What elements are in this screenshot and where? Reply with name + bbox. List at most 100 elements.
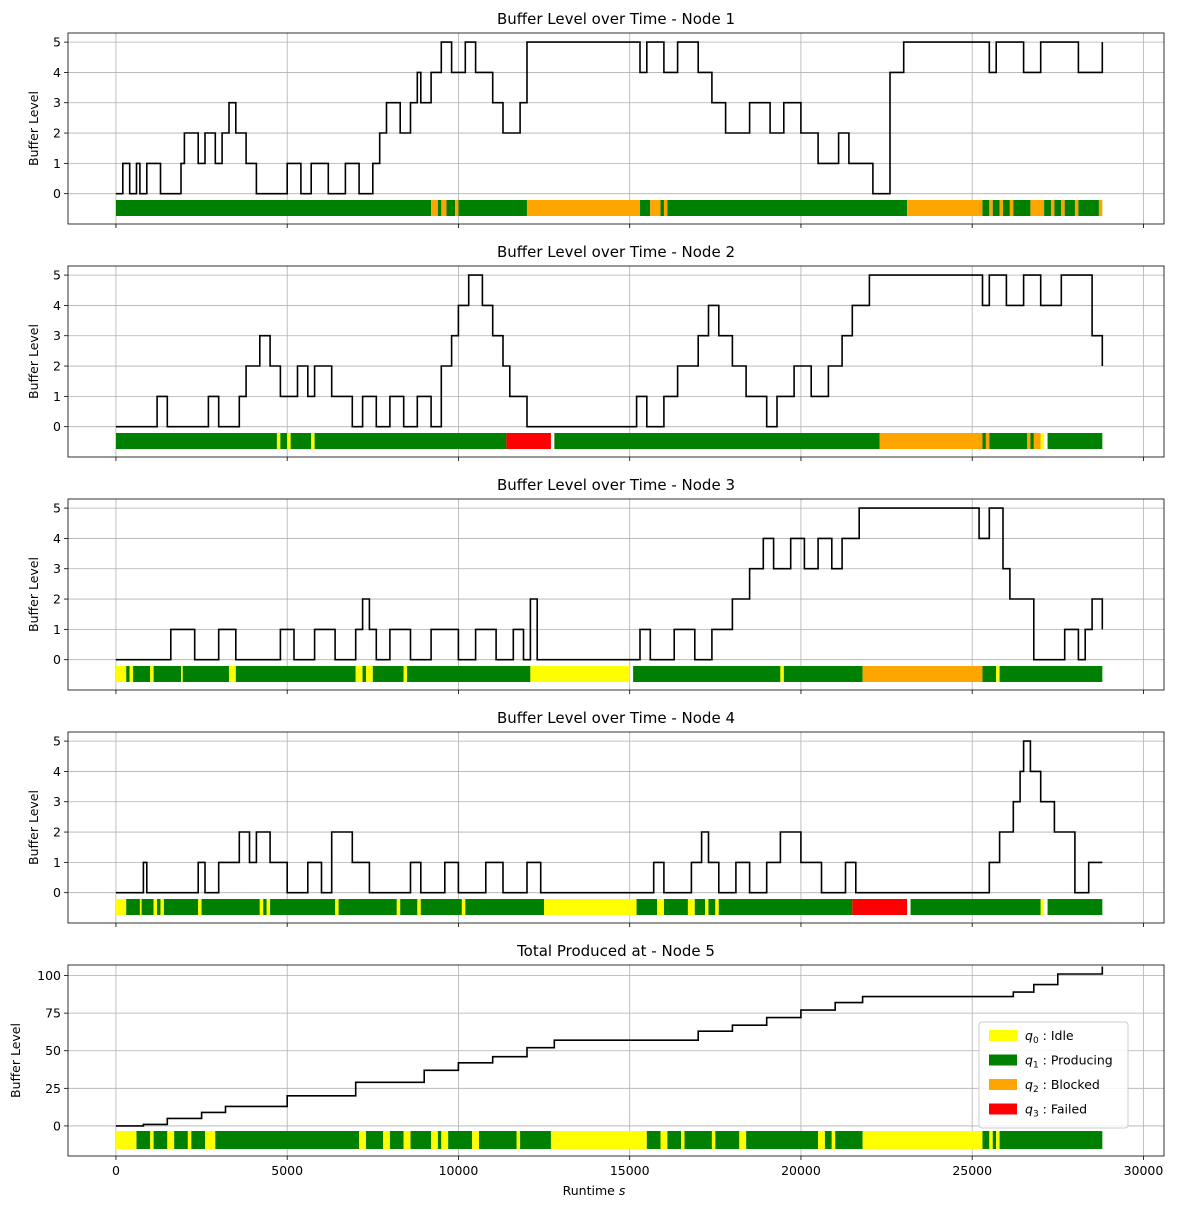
state-bar-q1 [1078, 200, 1099, 216]
state-bar-q0 [115, 899, 127, 915]
y-tick-label: 5 [53, 268, 61, 283]
state-bar-q1 [446, 200, 456, 216]
state-bar-q1 [479, 1131, 517, 1149]
state-bar-q0 [287, 433, 291, 449]
x-tick-label: 25000 [952, 1163, 992, 1178]
y-tick-label: 1 [53, 622, 61, 637]
state-bar-q1 [191, 1131, 205, 1149]
y-tick-label: 2 [53, 825, 61, 840]
state-bar-q1 [992, 1131, 997, 1149]
state-bar-q0 [266, 899, 271, 915]
y-tick-label: 4 [53, 298, 61, 313]
state-bar-q0 [228, 666, 236, 682]
state-bar-q1 [263, 899, 267, 915]
y-axis-label: Buffer Level [26, 790, 41, 865]
state-bar-q2 [985, 433, 990, 449]
subplot-node-4: 0 1 2 3 4 5 Buffer Level over Time - Node 4 Buf… [26, 709, 1165, 927]
y-tick-label: 25 [45, 1081, 61, 1096]
state-bar-q0 [472, 1131, 479, 1149]
y-axis-label: Buffer Level [8, 1023, 23, 1098]
state-bar-q1 [437, 200, 442, 216]
legend-box [978, 1021, 1129, 1129]
buffer-level-line [115, 507, 1104, 661]
y-tick-label: 0 [53, 885, 61, 900]
state-bar-q2 [1098, 200, 1103, 216]
state-bar-q1 [694, 899, 706, 915]
state-bar-q1 [1064, 200, 1075, 216]
y-axis-label: Buffer Level [26, 91, 41, 166]
state-bar-q1 [465, 899, 545, 915]
state-bar-q3 [852, 899, 908, 915]
state-bar-q0 [1040, 899, 1045, 915]
state-bar-q2 [989, 200, 993, 216]
state-bar-q1 [824, 1131, 832, 1149]
state-bar-q1 [1054, 200, 1062, 216]
state-bar-q0 [417, 899, 421, 915]
state-bar-q0 [167, 1131, 175, 1149]
state-bar-q2 [663, 200, 668, 216]
y-tick-label: 0 [53, 419, 61, 434]
state-bar-q0 [818, 1131, 825, 1149]
subplot-title: Buffer Level over Time - Node 4 [497, 709, 735, 727]
state-bar-q0 [530, 666, 630, 682]
state-bar-q1 [718, 899, 853, 915]
state-bar-q1 [667, 200, 908, 216]
y-tick-label: 50 [45, 1043, 61, 1058]
y-tick-label: 0 [53, 186, 61, 201]
state-bar-q1 [174, 1131, 188, 1149]
subplot-title: Buffer Level over Time - Node 3 [497, 476, 735, 494]
state-bar-q1 [1003, 200, 1010, 216]
state-bar-q1 [982, 433, 986, 449]
axes-frame [67, 731, 1165, 924]
subplot-node-1: 0 1 2 3 4 5 Buffer Level over Time - Node 1 Buf… [26, 10, 1165, 228]
state-bar-q0 [516, 1131, 521, 1149]
y-tick-label: 3 [53, 95, 61, 110]
state-bar-q2 [441, 200, 447, 216]
state-bar-q0 [311, 433, 315, 449]
state-bar-q0 [544, 899, 637, 915]
state-bar-q0 [996, 1131, 1000, 1149]
state-bar-q1 [636, 899, 658, 915]
buffer-level-line [115, 274, 1104, 428]
state-bar-q0 [989, 1131, 993, 1149]
state-bar-q1 [715, 1131, 740, 1149]
state-bars [115, 666, 1103, 682]
state-bar-q1 [684, 1131, 712, 1149]
state-bars [115, 200, 1103, 216]
state-bar-q0 [403, 666, 408, 682]
state-bar-q1 [437, 1131, 442, 1149]
grid-lines [68, 266, 1164, 457]
state-bar-q0 [461, 899, 466, 915]
state-bar-q0 [681, 1131, 685, 1149]
y-tick-label: 2 [53, 592, 61, 607]
state-bar-q2 [907, 200, 983, 216]
state-bar-q0 [153, 899, 158, 915]
buffer-level-line [115, 966, 1104, 1127]
y-tick-label: 1 [53, 156, 61, 171]
state-bar-q1 [448, 1131, 473, 1149]
axes-frame [67, 32, 1165, 225]
state-bar-q0 [139, 899, 142, 915]
state-bar-q0 [996, 666, 1000, 682]
state-bar-q2 [1074, 200, 1079, 216]
state-bar-q0 [150, 666, 154, 682]
state-bar-q0 [365, 666, 373, 682]
state-bar-q0 [431, 1131, 438, 1149]
state-bar-q1 [182, 666, 229, 682]
state-bar-q2 [1009, 200, 1014, 216]
state-bars [115, 433, 1103, 449]
state-bar-q0 [705, 899, 709, 915]
y-tick-label: 5 [53, 501, 61, 516]
subplot-node-5: 0 25 50 75 100 0 5000 10000 15000 20000 25000 30000… [8, 942, 1165, 1178]
state-bar-q1 [338, 899, 397, 915]
state-bar-q1 [1013, 200, 1031, 216]
state-bar-q1 [420, 899, 462, 915]
legend-label-q0: q0 : Idle [1025, 1028, 1074, 1046]
state-bar-q0 [396, 899, 401, 915]
legend: q0 : Idle q1 : Producing q2 : Blocked q3 : … [978, 1021, 1129, 1129]
x-axis-label: Runtime s [563, 1183, 626, 1198]
state-bar-q2 [1033, 433, 1041, 449]
x-tick-label: 5000 [271, 1163, 303, 1178]
subplot-node-2: 0 1 2 3 4 5 Buffer Level over Time - Node 2 Buf… [26, 243, 1165, 461]
